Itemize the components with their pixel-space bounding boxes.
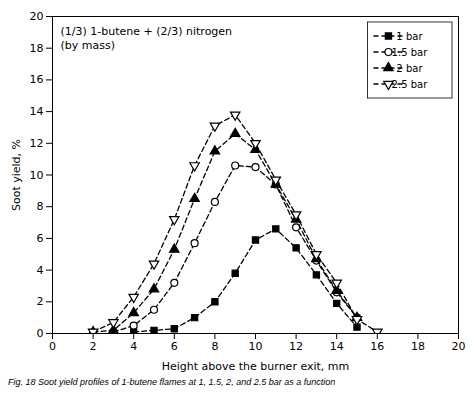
svg-text:12: 12 [289, 340, 303, 353]
svg-text:14: 14 [30, 105, 44, 118]
svg-text:4: 4 [37, 264, 44, 277]
svg-text:10: 10 [30, 169, 44, 182]
svg-text:16: 16 [370, 340, 384, 353]
svg-text:(1/3) 1-butene + (2/3) nitroge: (1/3) 1-butene + (2/3) nitrogen(by mass) [61, 25, 233, 52]
svg-text:2.5 bar: 2.5 bar [392, 79, 429, 90]
svg-text:6: 6 [171, 340, 178, 353]
svg-text:0: 0 [49, 340, 56, 353]
svg-text:18: 18 [411, 340, 425, 353]
html-text:Fig. 18 Soot yield profiles of: Fig. 18 Soot yield profiles of 1-butene … [8, 377, 336, 387]
svg-text:16: 16 [30, 73, 44, 86]
svg-text:Soot yield, %: Soot yield, % [10, 139, 23, 211]
svg-text:18: 18 [30, 42, 44, 55]
svg-text:20: 20 [30, 10, 44, 23]
svg-text:2: 2 [90, 340, 97, 353]
svg-text:1.5 bar: 1.5 bar [392, 47, 429, 58]
svg-text:8: 8 [37, 200, 44, 213]
svg-text:4: 4 [130, 340, 137, 353]
svg-text:Height above the burner exit,: Height above the burner exit, mm [162, 360, 350, 373]
svg-text:8: 8 [211, 340, 218, 353]
svg-text:1 bar: 1 bar [396, 31, 423, 42]
svg-text:20: 20 [452, 340, 466, 353]
svg-text:14: 14 [330, 340, 344, 353]
svg-text:12: 12 [30, 137, 44, 150]
svg-text:0: 0 [37, 327, 44, 340]
svg-text:10: 10 [249, 340, 263, 353]
svg-text:2 bar: 2 bar [396, 63, 423, 74]
svg-text:2: 2 [37, 295, 44, 308]
svg-text:6: 6 [37, 232, 44, 245]
